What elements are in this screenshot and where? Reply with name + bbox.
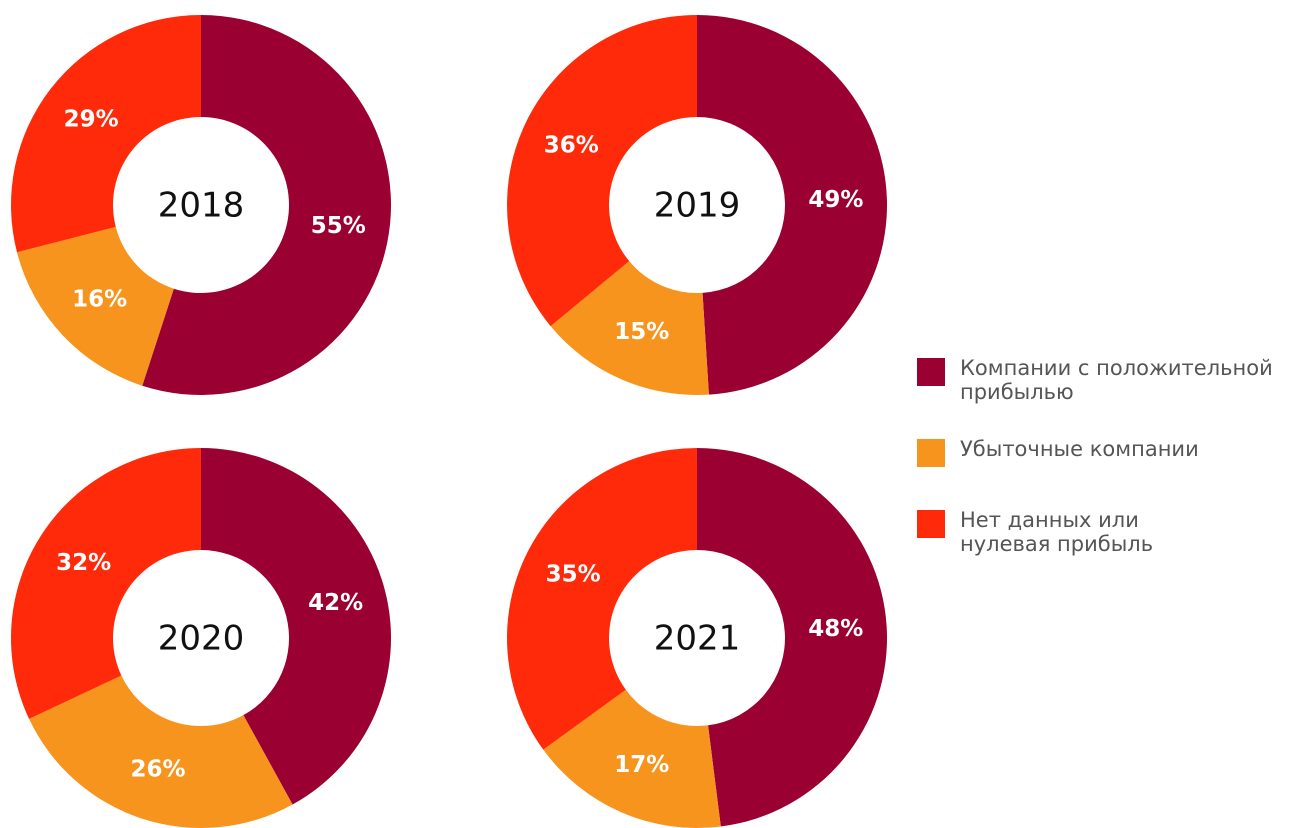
slice-label: 36% xyxy=(544,132,599,158)
slice-label: 32% xyxy=(56,550,111,576)
donut-slice xyxy=(16,226,174,386)
donut-slice xyxy=(697,15,887,395)
legend-label: Компании с положительной прибылью xyxy=(960,356,1273,404)
donut-slice xyxy=(507,448,697,750)
legend-item: Компании с положительной прибылью xyxy=(917,356,1305,404)
legend-swatch xyxy=(917,439,945,467)
slice-label: 55% xyxy=(311,213,366,239)
donut-center-label: 2019 xyxy=(654,186,741,226)
donut-slice xyxy=(550,261,709,395)
donut-center-label: 2021 xyxy=(654,619,741,659)
slice-label: 26% xyxy=(131,757,186,783)
donut-slice xyxy=(697,448,887,827)
slice-label: 16% xyxy=(72,287,127,313)
donut-slice xyxy=(507,15,697,327)
legend-swatch xyxy=(917,358,945,386)
slice-label: 35% xyxy=(546,561,601,587)
legend-swatch xyxy=(917,510,945,538)
donut-center-label: 2018 xyxy=(158,186,245,226)
legend-item: Убыточные компании xyxy=(917,437,1305,467)
legend-item: Нет данных или нулевая прибыль xyxy=(917,508,1190,556)
donut-slice xyxy=(543,689,721,828)
legend-label: Убыточные компании xyxy=(960,437,1199,461)
donut-slice xyxy=(10,15,201,253)
donut-slice xyxy=(29,675,293,828)
donut-slice xyxy=(142,15,391,395)
slice-label: 29% xyxy=(64,106,119,132)
slice-label: 49% xyxy=(808,187,863,213)
donut-slice xyxy=(201,448,392,805)
donut-slice xyxy=(10,448,201,719)
slice-label: 48% xyxy=(808,616,863,642)
slice-label: 15% xyxy=(614,319,669,345)
legend-label: Нет данных или нулевая прибыль xyxy=(960,508,1154,556)
slice-label: 17% xyxy=(614,752,669,778)
slice-label: 42% xyxy=(308,590,363,616)
donut-center-label: 2020 xyxy=(158,619,245,659)
